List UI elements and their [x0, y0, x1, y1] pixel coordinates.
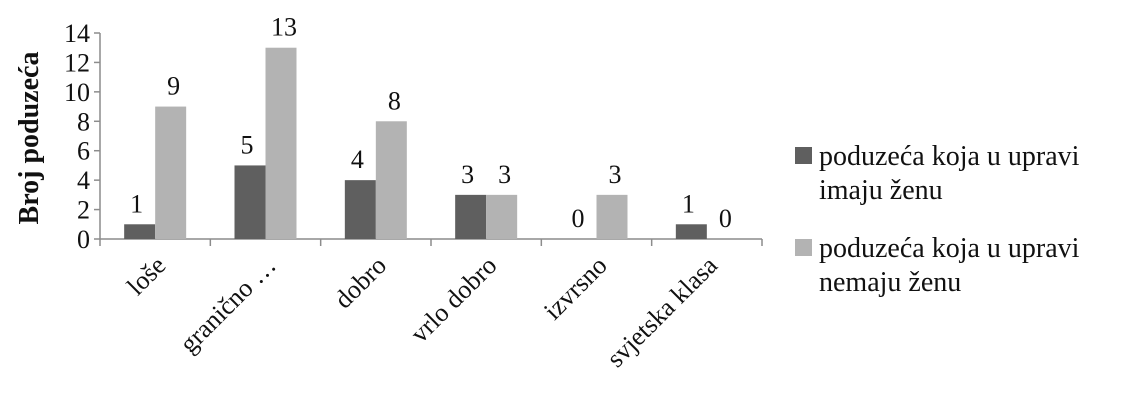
legend-item: poduzeća koja u upravi nemaju ženu [795, 233, 1080, 298]
x-axis [99, 238, 763, 246]
x-category-label: vrlo dobro [405, 251, 503, 349]
y-tick-label: 14 [64, 19, 90, 48]
bar [675, 224, 707, 239]
legend-swatch [795, 147, 812, 164]
x-category-label: svjetska klasa [601, 250, 723, 372]
bar [486, 194, 518, 239]
data-label: 3 [498, 160, 511, 189]
bar [155, 106, 187, 239]
data-label: 3 [461, 160, 474, 189]
y-tick-label: 2 [77, 196, 90, 225]
data-label: 0 [719, 204, 732, 233]
y-tick-label: 8 [77, 107, 90, 136]
bars [124, 47, 707, 239]
legend-label: poduzeća koja u upravi imaju ženu [819, 141, 1080, 206]
legend-swatch [795, 239, 812, 256]
x-category-label: izvrsno [538, 251, 613, 326]
bar [234, 165, 266, 239]
x-category-label: loše [121, 251, 171, 301]
data-label: 8 [388, 86, 401, 115]
legend-item: poduzeća koja u upravi imaju ženu [795, 141, 1080, 206]
bar [375, 121, 407, 239]
y-tick-label: 10 [64, 78, 90, 107]
data-label: 9 [167, 72, 180, 101]
x-category-label: dobro [329, 251, 392, 314]
data-label: 0 [572, 204, 585, 233]
data-label: 4 [351, 145, 364, 174]
data-label: 1 [130, 189, 143, 218]
y-axis-label: Broj poduzeća [14, 52, 45, 225]
bar [455, 194, 487, 239]
data-label: 1 [682, 189, 695, 218]
y-tick-label: 0 [77, 225, 90, 254]
y-tick-label: 6 [77, 137, 90, 166]
bar [596, 194, 628, 239]
category-labels: loše granično … dobro vrlo dobro izvrsnosvje… [121, 250, 723, 372]
data-label: 13 [271, 13, 297, 42]
bar [344, 180, 376, 239]
y-tick-label: 12 [64, 48, 90, 77]
bar [265, 47, 297, 239]
x-category-label: granično … [174, 251, 282, 359]
legend-label: poduzeća koja u upravi nemaju ženu [819, 233, 1080, 298]
bar [124, 224, 156, 239]
data-label: 3 [609, 160, 622, 189]
y-tick-label: 4 [77, 166, 90, 195]
data-label: 5 [241, 130, 254, 159]
legend: poduzeća koja u upravi imaju ženu poduzeća… [795, 141, 1080, 298]
